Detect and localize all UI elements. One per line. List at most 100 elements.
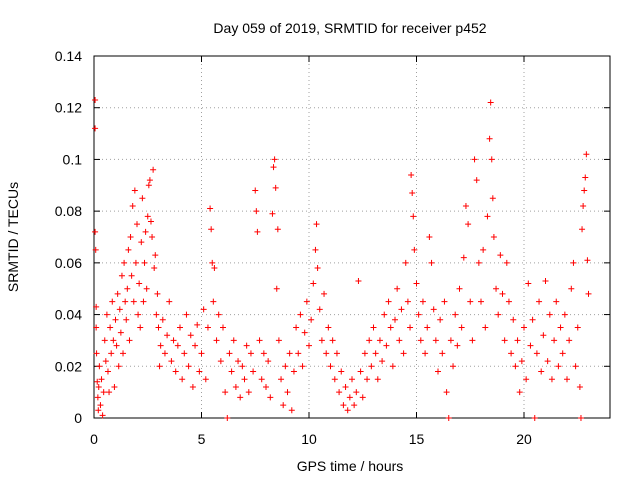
data-point-marker: [310, 280, 317, 287]
data-point-marker: [475, 259, 482, 266]
data-point-marker: [122, 298, 129, 305]
data-point-marker: [93, 303, 100, 310]
data-point-marker: [108, 350, 115, 357]
data-point-marker: [185, 363, 192, 370]
data-point-marker: [303, 298, 310, 305]
data-point-marker: [422, 350, 429, 357]
data-point-marker: [488, 156, 495, 163]
data-point-marker: [366, 337, 373, 344]
data-point-marker: [98, 376, 105, 383]
data-point-marker: [111, 383, 118, 390]
data-point-marker: [458, 324, 465, 331]
data-point-marker: [106, 389, 113, 396]
data-point-marker: [161, 350, 168, 357]
data-point-marker: [269, 210, 276, 217]
data-point-marker: [417, 337, 424, 344]
y-tick-label: 0.12: [55, 100, 82, 116]
data-point-marker: [493, 285, 500, 292]
data-point-marker: [164, 332, 171, 339]
data-point-marker: [576, 383, 583, 390]
data-point-marker: [435, 368, 441, 375]
data-point-marker: [338, 368, 345, 375]
data-point-marker: [349, 376, 355, 383]
data-point-marker: [272, 184, 279, 191]
data-point-marker: [128, 272, 135, 279]
data-point-marker: [235, 358, 242, 365]
data-point-marker: [247, 350, 254, 357]
data-point-marker: [103, 311, 110, 318]
data-point-marker: [503, 259, 510, 266]
data-point-marker: [274, 226, 281, 233]
data-point-marker: [484, 213, 491, 220]
data-point-marker: [215, 311, 222, 318]
data-point-marker: [389, 363, 396, 370]
data-point-marker: [538, 368, 545, 375]
data-point-marker: [245, 389, 252, 396]
data-point-marker: [497, 252, 504, 259]
data-point-marker: [411, 246, 418, 253]
data-point-marker: [542, 277, 549, 284]
data-point-marker: [129, 202, 136, 209]
data-point-marker: [250, 368, 257, 375]
grid-lines: [94, 56, 610, 418]
data-point-marker: [152, 252, 159, 259]
data-point-marker: [462, 202, 469, 209]
data-point-marker: [288, 407, 295, 414]
data-point-marker: [102, 358, 109, 365]
data-point-marker: [177, 324, 183, 331]
data-point-marker: [117, 329, 124, 336]
data-point-marker: [351, 402, 358, 409]
data-point-marker: [130, 298, 137, 305]
data-point-marker: [94, 394, 101, 401]
axis-ticks: [93, 55, 610, 419]
data-point-marker: [97, 402, 104, 409]
data-point-marker: [407, 324, 414, 331]
data-point-marker: [112, 316, 119, 323]
data-point-marker: [267, 394, 274, 401]
data-point-marker: [400, 350, 407, 357]
data-point-marker: [428, 259, 435, 266]
data-point-marker: [374, 376, 381, 383]
data-point-marker: [95, 383, 102, 390]
data-point-marker: [143, 285, 150, 292]
data-point-marker: [331, 376, 338, 383]
data-point-marker: [308, 316, 315, 323]
data-point-marker: [183, 311, 190, 318]
data-point-marker: [301, 329, 308, 336]
data-point-marker: [153, 311, 160, 318]
data-point-marker: [372, 350, 379, 357]
data-point-marker: [508, 350, 515, 357]
data-point-marker: [501, 337, 508, 344]
data-point-marker: [574, 324, 581, 331]
data-point-marker: [93, 350, 100, 357]
x-tick-label: 20: [516, 431, 532, 447]
y-tick-label: 0.08: [55, 203, 82, 219]
data-point-marker: [487, 99, 494, 106]
data-point-marker: [499, 290, 506, 297]
data-point-marker: [450, 363, 457, 370]
data-point-marker: [265, 358, 272, 365]
data-point-marker: [452, 311, 459, 318]
data-point-marker: [527, 342, 534, 349]
data-point-marker: [151, 265, 158, 272]
data-point-marker: [154, 290, 161, 297]
x-tick-label: 0: [90, 431, 98, 447]
data-point-marker: [100, 389, 107, 396]
data-point-marker: [577, 415, 584, 421]
data-point-marker: [413, 280, 420, 287]
data-point-marker: [581, 187, 588, 194]
data-point-marker: [172, 368, 179, 375]
data-point-marker: [333, 350, 340, 357]
data-point-marker: [258, 376, 265, 383]
data-point-marker: [564, 376, 570, 383]
data-point-marker: [101, 337, 108, 344]
data-point-marker: [516, 389, 523, 396]
data-point-marker: [192, 342, 199, 349]
data-point-marker: [125, 246, 132, 253]
data-point-marker: [447, 337, 454, 344]
data-point-marker: [213, 337, 220, 344]
data-point-marker: [518, 358, 525, 365]
data-point-marker: [228, 368, 235, 375]
data-point-marker: [145, 182, 152, 189]
data-point-marker: [553, 298, 560, 305]
